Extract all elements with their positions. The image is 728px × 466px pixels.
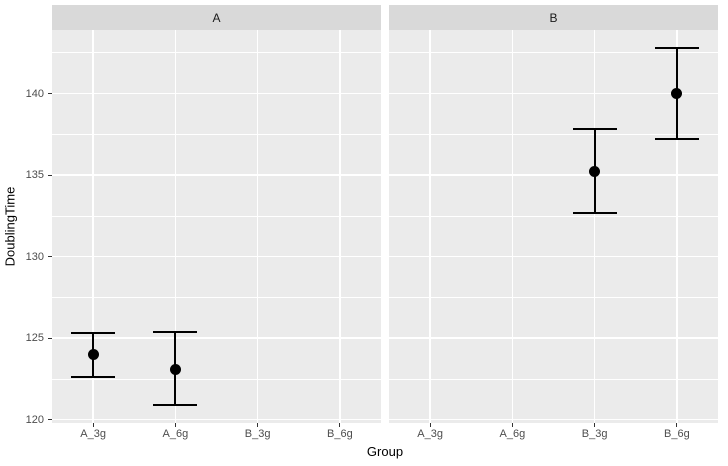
y-tick-label: 130	[25, 250, 44, 263]
x-tick-mark	[429, 423, 431, 427]
y-axis-title: DoublingTime	[2, 186, 18, 267]
gridline-major	[389, 418, 718, 421]
error-bar-cap-top	[572, 128, 617, 131]
error-bar-cap-top	[71, 332, 116, 335]
x-tick-mark	[339, 423, 341, 427]
error-bar-cap-bottom	[572, 211, 617, 214]
y-tick-mark	[48, 256, 52, 258]
x-tick-label: B_3g	[581, 428, 608, 440]
gridline-major	[389, 337, 718, 339]
x-tick-label: A_6g	[499, 428, 526, 440]
y-tick-mark	[48, 93, 52, 95]
gridline-minor	[389, 133, 718, 135]
gridline-major-x	[429, 30, 431, 423]
facet-strip-label: A	[212, 10, 221, 25]
y-tick-mark	[48, 174, 52, 176]
panel-b	[389, 30, 718, 423]
gridline-major-x	[593, 30, 596, 423]
gridline-major-x	[339, 30, 341, 423]
error-bar-cap-top	[654, 46, 699, 49]
gridline-major-x	[676, 30, 678, 423]
mean-point	[589, 166, 601, 178]
gridline-major-x	[174, 30, 177, 423]
gridline-minor	[389, 52, 718, 54]
gridline-major	[389, 255, 718, 258]
x-tick-label: B_6g	[664, 428, 690, 440]
panel-a	[52, 30, 381, 423]
x-tick-mark	[511, 423, 513, 427]
error-bar-cap-bottom	[654, 138, 699, 141]
x-tick-mark	[594, 423, 596, 427]
x-axis-title: Group	[366, 444, 404, 459]
error-bar-cap-top	[153, 330, 198, 333]
gridline-minor	[52, 378, 381, 380]
mean-point	[671, 88, 683, 100]
gridline-major	[52, 255, 381, 258]
gridline-major	[52, 418, 381, 421]
y-tick-label: 135	[25, 169, 44, 182]
x-tick-mark	[257, 423, 259, 427]
y-tick-label: 120	[25, 413, 44, 426]
gridline-minor	[52, 52, 381, 54]
gridline-major	[389, 174, 718, 176]
x-tick-mark	[92, 423, 94, 427]
gridline-minor	[389, 215, 718, 217]
gridline-minor	[52, 215, 381, 217]
gridline-major	[52, 337, 381, 339]
gridline-minor	[52, 133, 381, 135]
facet-strip-b: B	[389, 5, 718, 30]
gridline-minor	[389, 297, 718, 298]
gridline-minor	[389, 378, 718, 380]
mean-point	[169, 363, 181, 375]
y-tick-label: 125	[25, 332, 44, 345]
x-tick-label: A_6g	[162, 428, 189, 440]
x-tick-mark	[676, 423, 678, 427]
gridline-major-x	[92, 30, 94, 423]
x-tick-label: B_6g	[327, 428, 353, 440]
x-tick-label: A_3g	[417, 428, 443, 440]
error-bar-cap-bottom	[71, 376, 116, 379]
gridline-major	[52, 92, 381, 95]
y-tick-label: 140	[25, 87, 44, 100]
gridline-major	[52, 174, 381, 176]
y-tick-mark	[48, 419, 52, 421]
gridline-minor	[52, 297, 381, 298]
facet-strip-label: B	[549, 10, 558, 25]
error-bar-cap-bottom	[153, 404, 198, 407]
x-tick-label: B_3g	[244, 428, 271, 440]
mean-point	[87, 349, 99, 360]
x-tick-mark	[174, 423, 176, 427]
x-tick-label: A_3g	[80, 428, 106, 440]
gridline-major-x	[511, 30, 514, 423]
y-tick-mark	[48, 337, 52, 339]
gridline-major	[389, 92, 718, 95]
facet-strip-a: A	[52, 5, 381, 30]
gridline-major-x	[256, 30, 259, 423]
